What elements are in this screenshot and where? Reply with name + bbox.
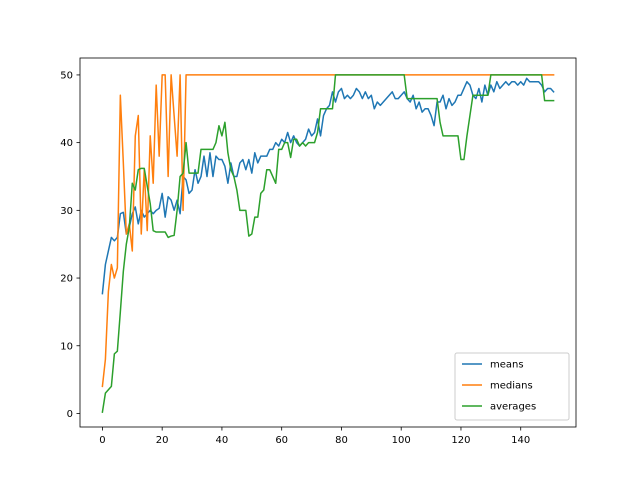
- x-tick-label: 100: [392, 435, 411, 446]
- y-tick-label: 20: [60, 274, 73, 285]
- x-tick-label: 120: [451, 435, 470, 446]
- x-tick-label: 40: [216, 435, 229, 446]
- x-tick-label: 60: [275, 435, 288, 446]
- y-tick-label: 30: [60, 206, 73, 217]
- y-tick-label: 10: [60, 341, 73, 352]
- y-tick-label: 40: [60, 138, 73, 149]
- y-tick-label: 0: [67, 409, 73, 420]
- x-tick-label: 0: [99, 435, 105, 446]
- legend-label-medians: medians: [490, 381, 533, 392]
- legend-label-averages: averages: [490, 402, 536, 413]
- legend: means medians averages: [454, 352, 570, 421]
- legend-box: [454, 352, 570, 421]
- series-line-averages: [101, 74, 555, 413]
- axes-frame: [79, 57, 577, 428]
- series-layer: [101, 74, 555, 413]
- series-line-medians: [101, 74, 555, 388]
- y-axis: 0 10 20 30 40 50: [60, 70, 80, 420]
- x-tick-label: 20: [156, 435, 169, 446]
- x-axis: 0 20 40 60 80 100 120 140: [99, 427, 530, 446]
- x-tick-label: 140: [511, 435, 530, 446]
- x-tick-label: 80: [335, 435, 348, 446]
- y-tick-label: 50: [60, 70, 73, 81]
- legend-label-means: means: [490, 360, 524, 371]
